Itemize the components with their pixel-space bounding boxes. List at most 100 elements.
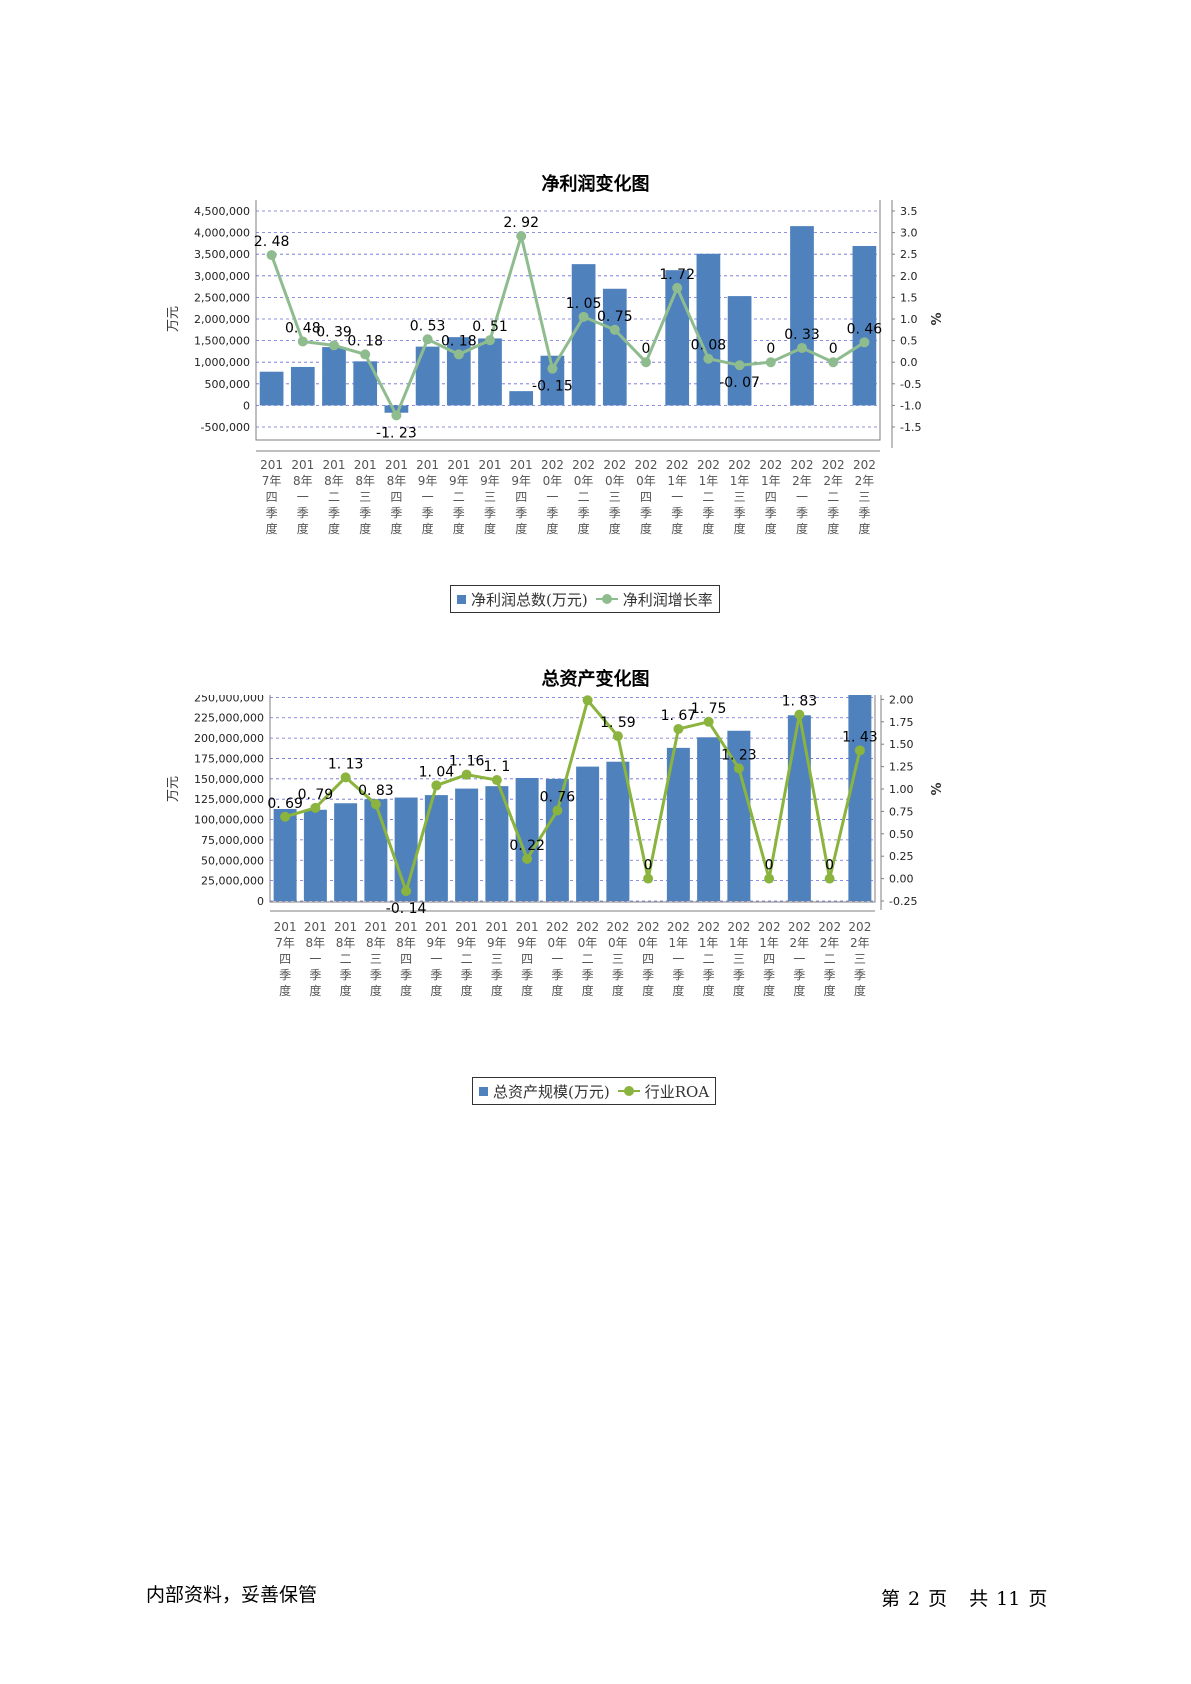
x-tick-label: 9年 <box>449 474 469 488</box>
x-tick-label: 度 <box>858 521 870 536</box>
line-point <box>485 335 495 346</box>
bar-legend-label: 净利润总数(万元) <box>471 590 588 609</box>
x-tick-label: 季 <box>390 506 402 520</box>
data-label: 1. 05 <box>566 296 602 312</box>
bar <box>322 347 346 406</box>
bar <box>303 809 327 901</box>
x-tick-label: 季 <box>515 506 527 520</box>
x-tick-label: 度 <box>642 983 654 998</box>
bar <box>424 795 448 901</box>
y2-tick-label: -0.25 <box>889 895 917 908</box>
x-tick-label: 202 <box>637 920 660 934</box>
bar <box>353 361 378 406</box>
data-label: 0. 18 <box>347 333 383 349</box>
x-tick-label: 度 <box>796 521 808 536</box>
x-tick-label: 三 <box>612 952 624 966</box>
line-point <box>582 695 593 706</box>
x-tick-label: 8年 <box>306 936 326 950</box>
x-tick-label: 8年 <box>336 936 356 950</box>
x-tick-label: 201 <box>516 920 539 934</box>
bar <box>790 226 814 406</box>
x-tick-label: 二 <box>824 952 836 966</box>
data-label: 0 <box>829 341 838 357</box>
y-tick-label: 75,000,000 <box>201 834 264 847</box>
data-label: 1. 04 <box>419 764 455 780</box>
x-tick-label: 一 <box>793 952 805 966</box>
x-tick-label: 季 <box>827 506 839 520</box>
line-point <box>673 723 684 734</box>
x-tick-label: 四 <box>642 952 654 966</box>
y2-tick-label: 0.0 <box>900 356 918 369</box>
line-point <box>643 873 654 884</box>
bar <box>852 245 877 406</box>
x-tick-label: 季 <box>266 506 278 520</box>
line-point <box>297 336 308 347</box>
x-tick-label: 202 <box>853 458 876 472</box>
y2-axis-label: % <box>930 312 945 325</box>
x-tick-label: 度 <box>734 521 746 536</box>
y2-tick-label: 2.00 <box>889 695 914 706</box>
x-tick-label: 度 <box>484 521 496 536</box>
x-tick-label: 1年 <box>759 936 779 950</box>
x-tick-label: 度 <box>515 521 527 536</box>
line-legend-label: 净利润增长率 <box>622 590 713 609</box>
line-point <box>609 324 620 335</box>
x-tick-label: 二 <box>453 490 465 504</box>
x-tick-label: 8年 <box>355 474 375 488</box>
bar <box>848 695 872 901</box>
line-point <box>854 745 865 756</box>
x-tick-label: 8年 <box>324 474 344 488</box>
x-tick-label: 季 <box>297 506 309 520</box>
line-point <box>764 873 775 884</box>
line-point <box>859 337 870 348</box>
x-tick-label: 季 <box>796 506 808 520</box>
x-tick-label: 季 <box>642 968 654 982</box>
x-tick-label: 8年 <box>387 474 407 488</box>
x-tick-label: 201 <box>447 458 470 472</box>
data-label: 1. 43 <box>842 729 878 745</box>
x-tick-label: 202 <box>666 458 689 472</box>
x-tick-label: 1年 <box>699 936 719 950</box>
line-point <box>422 334 433 345</box>
x-tick-label: 四 <box>515 490 527 504</box>
x-tick-label: 1年 <box>669 936 689 950</box>
x-tick-label: 201 <box>510 458 533 472</box>
x-tick-label: 202 <box>728 458 751 472</box>
y-tick-label: 225,000,000 <box>194 712 264 725</box>
x-tick-label: 二 <box>328 490 340 504</box>
line-series <box>270 230 866 419</box>
bar <box>415 346 440 406</box>
x-tick-label: 季 <box>612 968 624 982</box>
x-tick-label: 201 <box>274 920 297 934</box>
x-tick-label: 201 <box>291 458 314 472</box>
x-tick-label: 201 <box>364 920 387 934</box>
x-tick-label: 202 <box>572 458 595 472</box>
x-tick-label: 度 <box>582 983 594 998</box>
x-tick-label: 201 <box>485 920 508 934</box>
x-tick-label: 202 <box>759 458 782 472</box>
x-tick-label: 2年 <box>855 474 875 488</box>
y2-tick-label: -1.0 <box>900 399 921 412</box>
bar <box>485 786 509 901</box>
x-tick-label: 季 <box>703 968 715 982</box>
x-tick-label: 季 <box>453 506 465 520</box>
line-point <box>370 799 381 810</box>
line-point <box>360 349 371 360</box>
bar <box>727 730 751 901</box>
bar <box>697 737 721 901</box>
x-tick-label: 三 <box>484 490 496 504</box>
bar <box>290 366 315 406</box>
x-tick-label: 季 <box>734 506 746 520</box>
data-label: -0. 14 <box>386 901 427 917</box>
x-tick-label: 0年 <box>608 936 628 950</box>
total-pages: 11 <box>996 1588 1021 1610</box>
data-label: 0. 75 <box>597 309 633 325</box>
x-tick-label: 度 <box>461 983 473 998</box>
x-tick-label: 度 <box>640 521 652 536</box>
x-tick-label: 202 <box>697 458 720 472</box>
x-tick-label: 度 <box>422 521 434 536</box>
x-tick-label: 度 <box>672 983 684 998</box>
bar <box>384 405 409 413</box>
line-series <box>284 697 862 897</box>
data-label: 0. 53 <box>410 318 446 334</box>
